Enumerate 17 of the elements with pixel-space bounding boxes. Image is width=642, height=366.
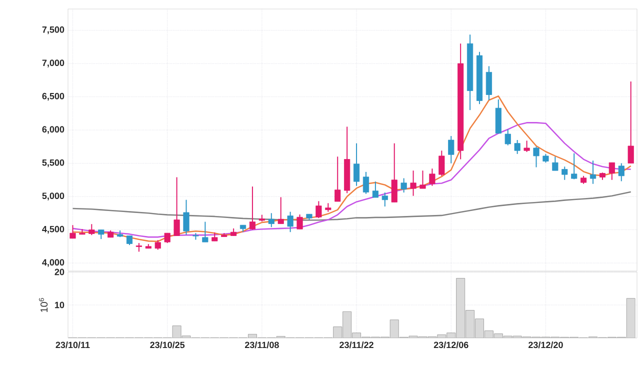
x-tick-label: 23/10/11 [56, 342, 90, 348]
y-tick-label: 4,500 [42, 226, 64, 234]
y-tick-label: 10 [55, 302, 64, 308]
x-tick-label: 23/11/08 [244, 342, 279, 348]
y-tick-label: 5,000 [42, 192, 64, 200]
y-tick-label: 6,000 [42, 126, 64, 134]
y-tick-label: 5,500 [42, 159, 64, 168]
x-tick-label: 23/12/06 [434, 342, 468, 348]
y-tick-label: 7,000 [42, 60, 64, 68]
y-tick-label: 4,000 [42, 259, 64, 267]
y-tick-label: 6,500 [42, 92, 64, 101]
x-tick-label: 23/11/22 [340, 342, 374, 348]
x-tick-label: 23/12/20 [528, 342, 563, 348]
y-tick-label: 7,500 [42, 26, 64, 34]
y-tick-label: 20 [54, 268, 64, 276]
y-axis-title: 10$^{6}$ [38, 298, 48, 312]
x-tick-label: 23/10/25 [150, 342, 185, 348]
